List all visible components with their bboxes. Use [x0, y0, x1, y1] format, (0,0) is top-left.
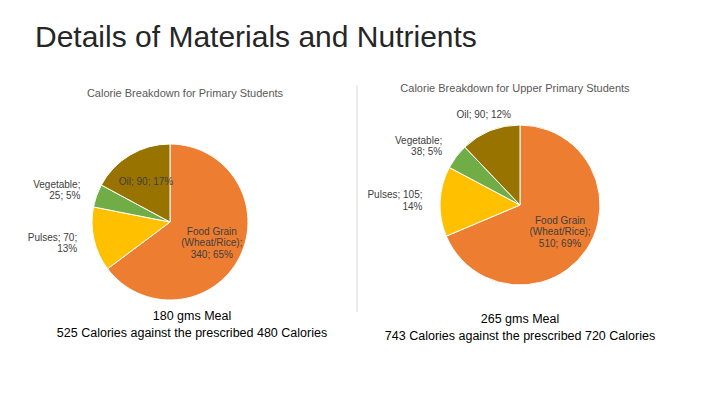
slide-title: Details of Materials and Nutrients: [35, 20, 477, 53]
data-label: Food Grain(Wheat/Rice);510; 69%: [529, 215, 590, 249]
caption: 743 Calories against the prescribed 720 …: [385, 329, 655, 343]
data-label: Oil; 90; 12%: [457, 109, 512, 120]
caption: 180 gms Meal: [153, 309, 232, 323]
pie-chart: Calorie Breakdown for Upper Primary Stud…: [367, 82, 655, 343]
chart-title: Calorie Breakdown for Upper Primary Stud…: [400, 82, 630, 94]
data-label: Food Grain(Wheat/Rice);340; 65%: [181, 226, 242, 260]
data-label: Pulses; 70;13%: [28, 232, 78, 255]
data-labels: Food Grain(Wheat/Rice);510; 69% Pulses; 1…: [367, 109, 590, 249]
data-labels: Food Grain(Wheat/Rice);340; 65% Pulses; 7…: [28, 176, 243, 260]
slices: [92, 144, 248, 300]
pie-chart: Calorie Breakdown for Primary Students Fo…: [28, 87, 327, 340]
slide: Details of Materials and Nutrients Calori…: [0, 0, 720, 405]
chart-title: Calorie Breakdown for Primary Students: [87, 87, 284, 99]
pie-slice: [465, 125, 520, 205]
data-label: Oil; 90; 17%: [119, 176, 174, 187]
caption: 265 gms Meal: [481, 312, 560, 326]
data-label: Vegetable;38; 5%: [395, 135, 442, 158]
separator: [357, 85, 358, 312]
data-label: Vegetable;25; 5%: [33, 179, 80, 202]
caption: 525 Calories against the prescribed 480 …: [57, 326, 327, 340]
data-label: Pulses; 105;14%: [367, 189, 422, 212]
slices: [440, 125, 600, 285]
